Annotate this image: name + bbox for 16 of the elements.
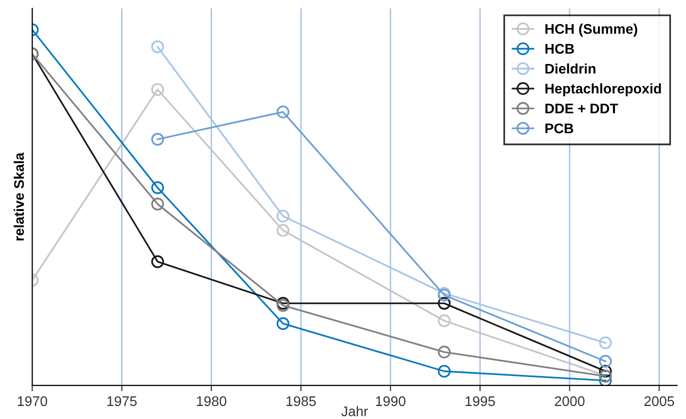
legend-label: DDE + DDT xyxy=(545,104,618,114)
x-axis-title: Jahr xyxy=(341,406,368,416)
legend-label: HCH (Summe) xyxy=(545,24,638,37)
x-tick-label: 1975 xyxy=(107,396,137,406)
x-tick-label: 1995 xyxy=(466,396,495,406)
x-tick-label: 1990 xyxy=(376,396,406,406)
x-tick-label: 2000 xyxy=(554,396,585,406)
legend-label: Dieldrin xyxy=(545,63,596,74)
legend-label: HCB xyxy=(545,44,574,54)
x-tick-label: 1970 xyxy=(18,396,48,406)
y-axis-title: relative Skala xyxy=(14,152,24,240)
x-tick-label: 1985 xyxy=(286,396,316,406)
x-tick-label: 2005 xyxy=(644,396,674,406)
x-tick-label: 1980 xyxy=(196,396,226,406)
legend-label: Heptachlorepoxid xyxy=(545,83,661,96)
legend-label: PCB xyxy=(545,123,574,134)
